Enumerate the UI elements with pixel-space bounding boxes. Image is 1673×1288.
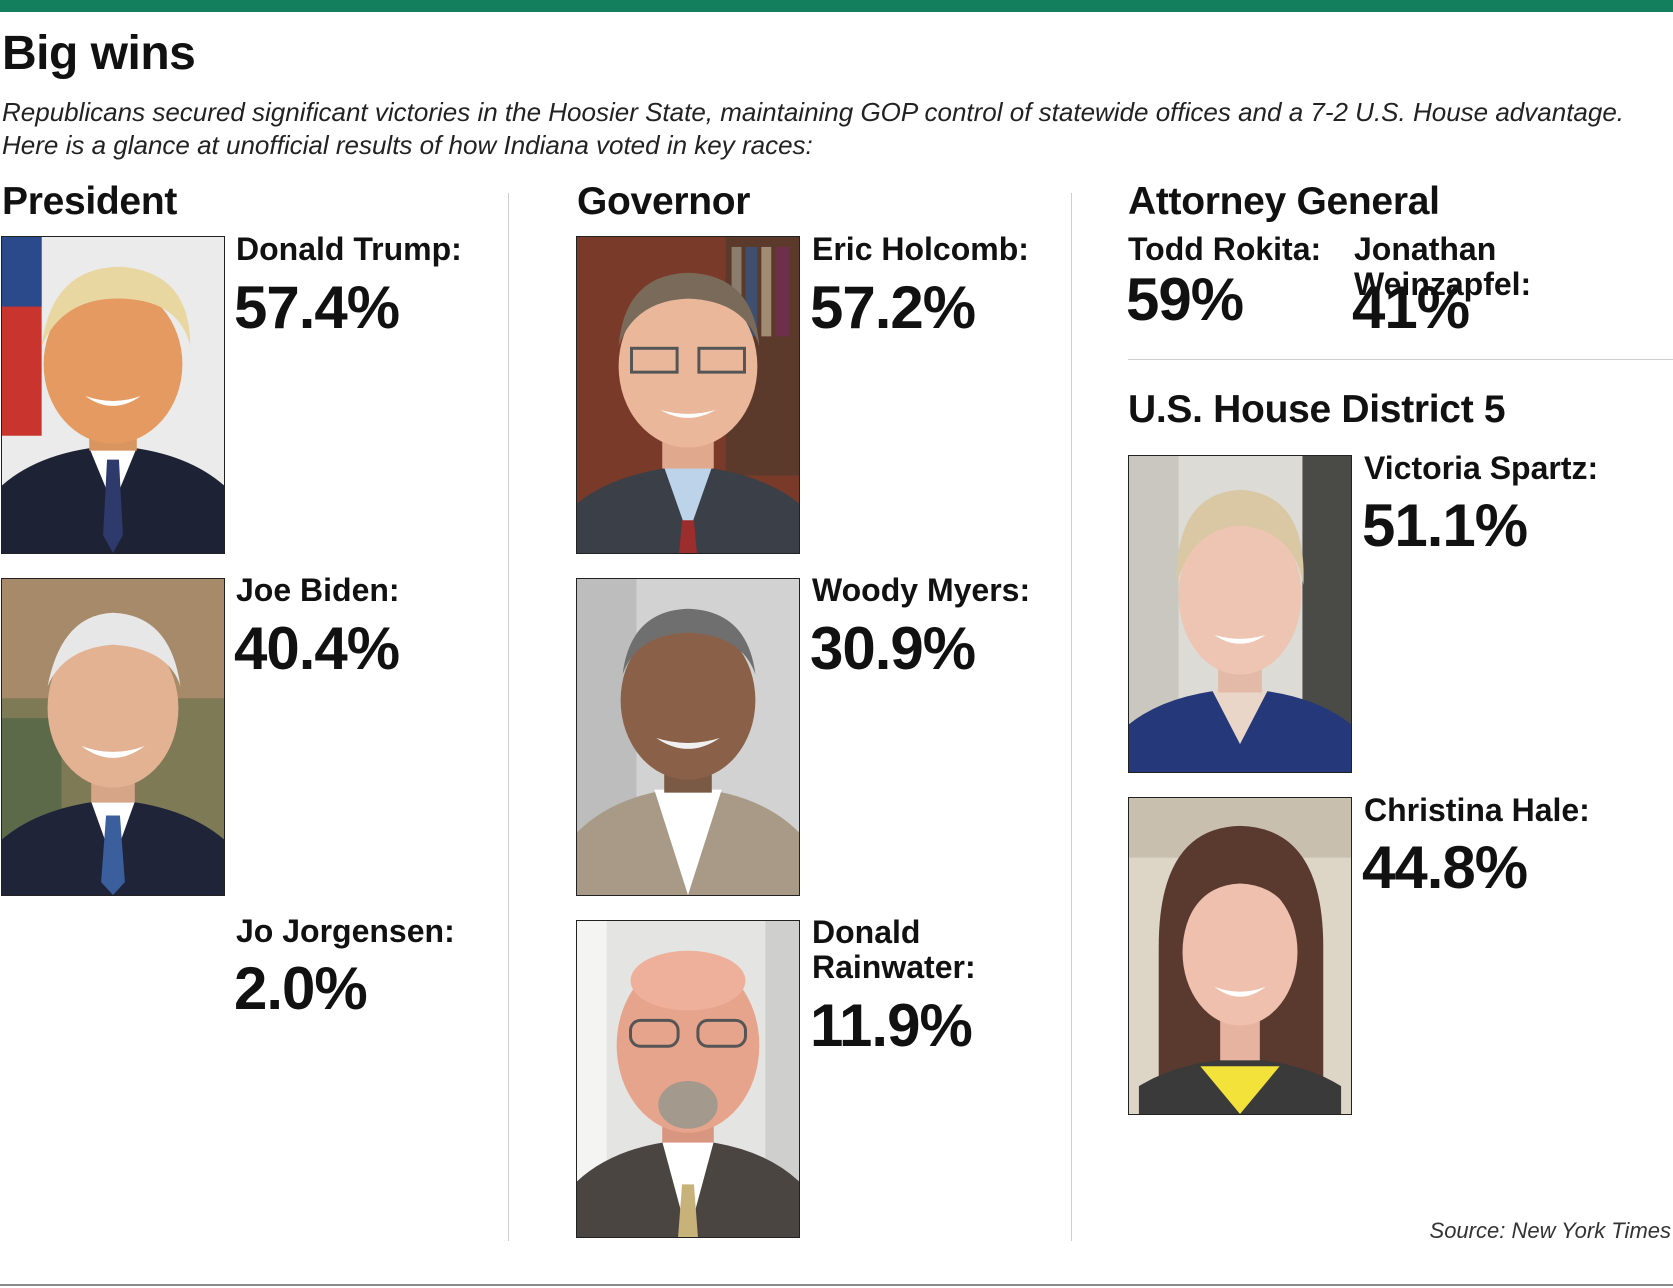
bottom-rule (0, 1284, 1673, 1286)
candidate-result-rokita: 59% (1126, 266, 1244, 333)
candidate-result-holcomb: 57.2% (810, 274, 976, 341)
candidate-name-jorgensen: Jo Jorgensen: (236, 913, 455, 949)
section-divider (1128, 359, 1673, 360)
candidate-result-spartz: 51.1% (1362, 492, 1528, 559)
candidate-photo-biden (1, 578, 225, 896)
section-heading-house-district-5: U.S. House District 5 (1128, 388, 1506, 431)
section-heading-president: President (2, 180, 178, 223)
column-divider (1071, 193, 1072, 1241)
candidate-photo-myers (576, 578, 800, 896)
candidate-photo-rainwater (576, 920, 800, 1238)
section-heading-attorney-general: Attorney General (1128, 180, 1440, 223)
candidate-photo-spartz (1128, 455, 1352, 773)
candidate-photo-hale (1128, 797, 1352, 1115)
candidate-photo-trump (1, 236, 225, 554)
candidate-name-trump: Donald Trump: (236, 231, 462, 267)
accent-bar (0, 0, 1673, 12)
column-divider (508, 193, 509, 1241)
candidate-name-spartz: Victoria Spartz: (1364, 450, 1599, 486)
headline: Big wins (2, 27, 196, 80)
candidate-name-rainwater-line1: Donald (812, 914, 921, 950)
intro-text: Republicans secured significant victorie… (2, 97, 1625, 160)
candidate-result-hale: 44.8% (1362, 834, 1528, 901)
candidate-result-rainwater: 11.9% (810, 992, 973, 1059)
candidate-photo-holcomb (576, 236, 800, 554)
candidate-result-jorgensen: 2.0% (234, 955, 368, 1022)
candidate-result-trump: 57.4% (234, 274, 400, 341)
candidate-name-rokita: Todd Rokita: (1128, 231, 1322, 267)
candidate-name-myers: Woody Myers: (812, 572, 1031, 608)
candidate-name-holcomb: Eric Holcomb: (812, 231, 1029, 267)
candidate-name-weinzapfel: Jonathan Weinzapfel: (1354, 231, 1532, 302)
candidate-result-myers: 30.9% (810, 615, 976, 682)
source-credit: Source: New York Times (1429, 1218, 1671, 1243)
section-heading-governor: Governor (577, 180, 751, 223)
candidate-name-biden: Joe Biden: (236, 572, 400, 608)
candidate-result-weinzapfel: 41% (1352, 274, 1470, 341)
candidate-name-rainwater-line2: Rainwater: (812, 949, 976, 985)
candidate-result-biden: 40.4% (234, 615, 400, 682)
candidate-name-hale: Christina Hale: (1364, 792, 1590, 828)
